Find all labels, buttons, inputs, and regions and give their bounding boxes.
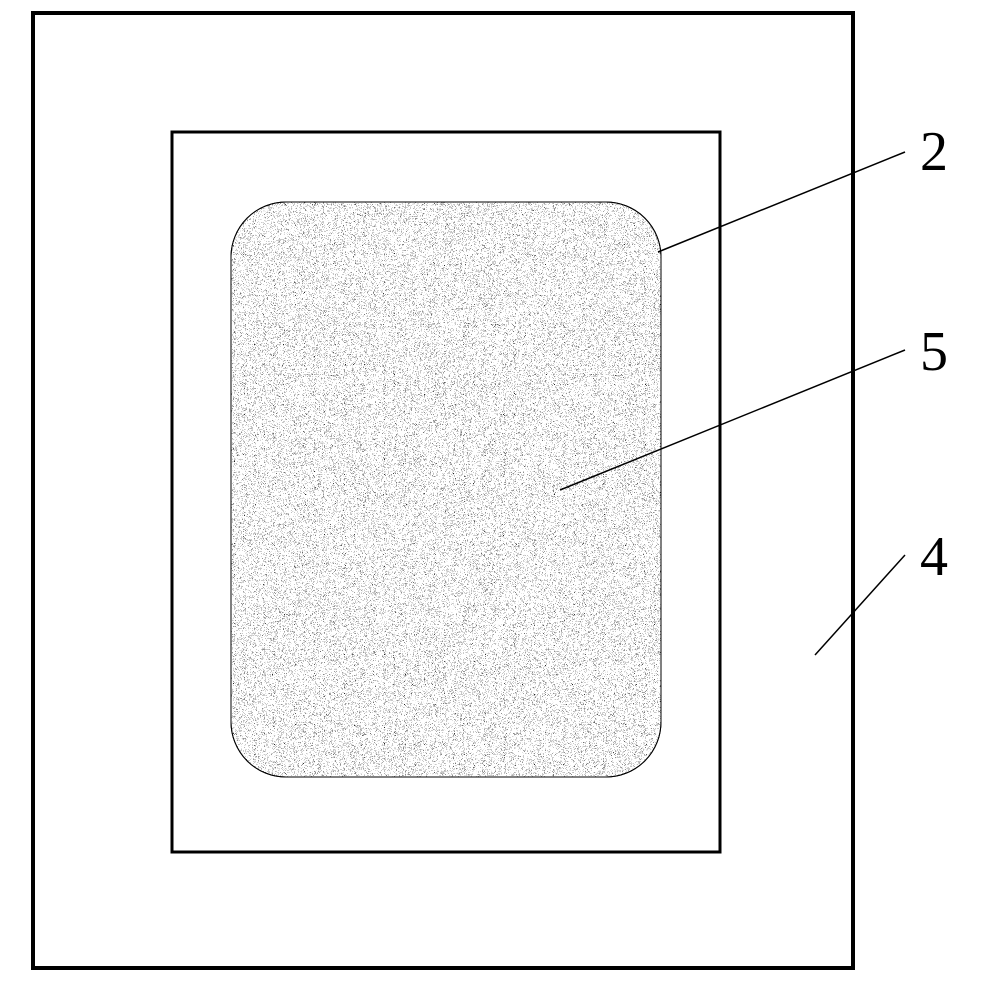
label-4: 4 [920,526,948,588]
label-2: 2 [920,121,948,183]
leader-2 [658,152,905,252]
leader-4 [815,555,905,655]
diagram-container: 2 5 4 [0,0,1000,988]
label-5: 5 [920,321,948,383]
diagram-svg: 2 5 4 [0,0,1000,988]
rounded-rect-noise [231,202,661,777]
